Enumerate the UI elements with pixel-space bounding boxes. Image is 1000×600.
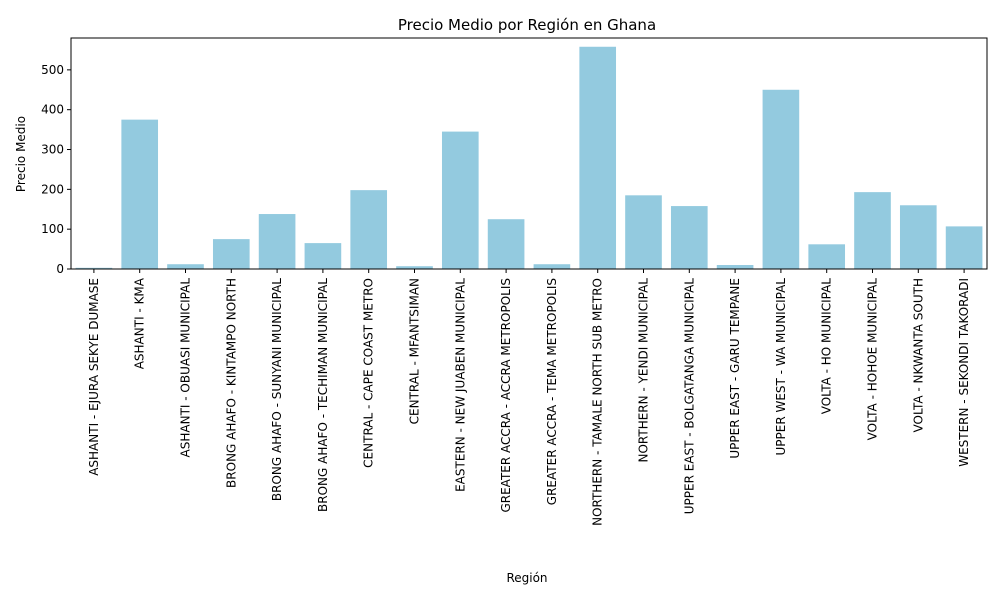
bar (762, 89, 800, 269)
x-tick-label: ASHANTI - OBUASI MUNICIPAL (179, 278, 193, 458)
x-tick-label: BRONG AHAFO - KINTAMPO NORTH (224, 278, 238, 488)
chart-title: Precio Medio por Región en Ghana (398, 16, 656, 34)
x-tick-label: NORTHERN - YENDI MUNICIPAL (637, 278, 651, 463)
bar (487, 219, 525, 269)
bar (854, 192, 891, 269)
x-tick-label: VOLTA - NKWANTA SOUTH (911, 278, 925, 432)
y-tick-label: 200 (41, 182, 64, 196)
bar (716, 265, 754, 269)
bar (121, 119, 159, 270)
bar (167, 264, 204, 269)
x-tick-label: ASHANTI - EJURA SEKYE DUMASE (87, 278, 101, 476)
plot-frame (70, 37, 988, 270)
bar (625, 195, 662, 269)
bar (670, 206, 708, 269)
bar (945, 226, 983, 269)
bar (350, 190, 388, 269)
bar (808, 244, 846, 269)
bars-group (75, 46, 983, 270)
x-tick-label: EASTERN - NEW JUABEN MUNICIPAL (453, 278, 467, 492)
bar (75, 267, 113, 269)
bar (579, 46, 617, 269)
x-tick-label: BRONG AHAFO - TECHIMAN MUNICIPAL (316, 278, 330, 512)
bar (258, 214, 296, 269)
x-tick-label: ASHANTI - KMA (133, 277, 147, 369)
y-tick-label: 100 (41, 222, 64, 236)
x-tick-label: VOLTA - HO MUNICIPAL (820, 278, 834, 415)
x-tick-label: UPPER EAST - BOLGATANGA MUNICIPAL (682, 278, 696, 515)
bar (899, 205, 937, 269)
y-tick-label: 0 (56, 262, 64, 276)
bar (304, 243, 342, 269)
x-tick-label: UPPER EAST - GARU TEMPANE (728, 278, 742, 459)
x-tick-label: CENTRAL - MFANTSIMAN (408, 278, 422, 424)
bar (441, 131, 479, 269)
x-tick-label: CENTRAL - CAPE COAST METRO (362, 278, 376, 468)
x-tick-label: BRONG AHAFO - SUNYANI MUNICIPAL (270, 278, 284, 501)
bar (396, 266, 433, 269)
x-axis: ASHANTI - EJURA SEKYE DUMASE ASHANTI - KM… (87, 269, 971, 526)
bar (533, 264, 571, 269)
x-tick-label: VOLTA - HOHOE MUNICIPAL (866, 278, 880, 441)
y-axis: 0 100 200 300 400 500 (41, 63, 71, 276)
x-tick-label: UPPER WEST - WA MUNICIPAL (774, 278, 788, 456)
x-axis-label: Región (506, 571, 547, 585)
x-tick-label: GREATER ACCRA - TEMA METROPOLIS (545, 278, 559, 505)
x-tick-label: GREATER ACCRA - ACCRA METROPOLIS (499, 278, 513, 513)
y-tick-label: 300 (41, 143, 64, 157)
bar (212, 239, 250, 269)
y-axis-label: Precio Medio (14, 116, 28, 192)
y-tick-label: 400 (41, 103, 64, 117)
x-tick-label: NORTHERN - TAMALE NORTH SUB METRO (591, 278, 605, 526)
y-tick-label: 500 (41, 63, 64, 77)
x-tick-label: WESTERN - SEKONDI TAKORADI (957, 278, 971, 467)
